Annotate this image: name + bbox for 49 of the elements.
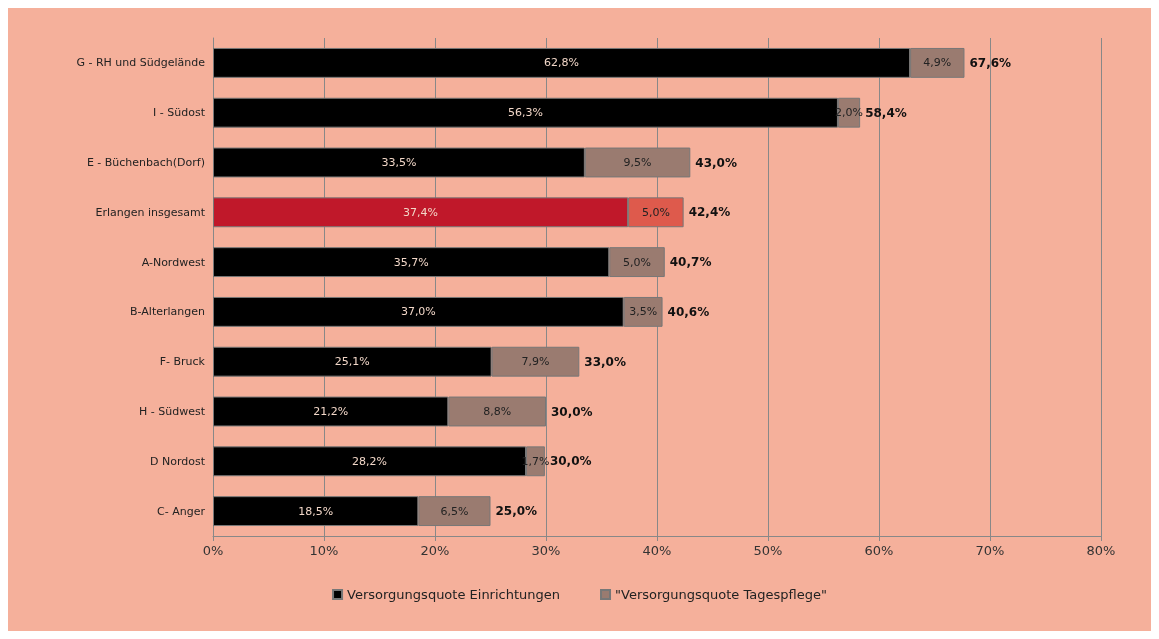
data-label: 35,7%: [393, 255, 429, 269]
data-label: 5,0%: [641, 205, 670, 219]
data-label: 25,1%: [334, 355, 370, 369]
data-label: 18,5%: [298, 504, 334, 518]
total-label: 43,0%: [695, 155, 737, 170]
total-label: 30,0%: [551, 404, 593, 419]
y-tick-label: G - RH und Südgelände: [76, 56, 206, 70]
legend-label: "Versorgungsquote Tagespflege": [615, 587, 827, 602]
y-tick-label: Erlangen insgesamt: [95, 205, 206, 219]
data-label: 5,0%: [623, 255, 651, 269]
total-label: 30,0%: [549, 454, 592, 469]
y-tick-label: B-Alterlangen: [130, 305, 206, 319]
y-tick-label: H - Südwest: [139, 405, 206, 418]
data-label: 56,3%: [507, 106, 543, 120]
total-label: 40,7%: [669, 255, 712, 270]
data-label: 28,2%: [352, 454, 387, 468]
y-tick-label: I - Südost: [153, 106, 206, 120]
data-label: 37,4%: [403, 205, 439, 219]
data-label: 4,9%: [923, 56, 952, 70]
y-tick-label: C- Anger: [157, 504, 206, 518]
data-label: 7,9%: [521, 355, 550, 369]
total-label: 42,4%: [688, 205, 731, 220]
x-tick-label: 70%: [975, 543, 1005, 558]
total-label: 40,6%: [667, 304, 710, 319]
x-tick-label: 0%: [202, 543, 224, 558]
x-tick-label: 50%: [753, 543, 783, 558]
total-label: 25,0%: [495, 504, 538, 519]
data-label: 6,5%: [440, 504, 469, 518]
data-label: 62,8%: [544, 56, 580, 70]
total-label: 67,6%: [969, 55, 1012, 70]
total-label: 33,0%: [584, 354, 626, 369]
data-label: 37,0%: [400, 305, 436, 319]
x-tick-label: 30%: [531, 543, 561, 558]
data-label: 8,8%: [483, 405, 512, 418]
x-tick-label: 60%: [864, 543, 894, 558]
y-tick-label: E - Büchenbach(Dorf): [86, 156, 205, 169]
x-tick-label: 80%: [1086, 543, 1116, 558]
y-tick-label: F- Bruck: [159, 355, 206, 369]
total-label: 58,4%: [865, 105, 907, 120]
y-tick-label: A-Nordwest: [141, 255, 206, 269]
data-label: 33,5%: [381, 156, 417, 169]
legend-label: Versorgungsquote Einrichtungen: [347, 587, 561, 602]
x-tick-label: 20%: [420, 543, 450, 558]
x-tick-label: 10%: [309, 543, 339, 558]
data-label: 9,5%: [623, 156, 652, 169]
data-label: 3,5%: [629, 305, 658, 319]
x-tick-label: 40%: [642, 543, 672, 558]
data-label: 21,2%: [313, 405, 349, 418]
y-tick-label: D Nordost: [149, 454, 206, 468]
